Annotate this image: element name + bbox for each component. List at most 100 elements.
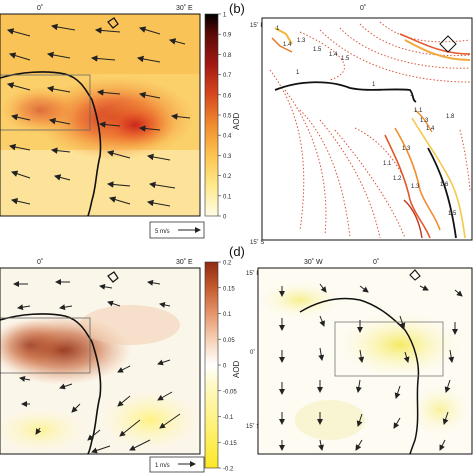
map-c — [0, 267, 201, 455]
wind-arrow — [59, 383, 73, 390]
wind-arrow — [119, 419, 141, 437]
y-tick-d-0: 15˚ N — [246, 270, 261, 277]
wind-arrow — [19, 376, 31, 382]
wind-arrow — [448, 349, 455, 363]
colorbar-c-tick-label: 0.15 — [223, 286, 235, 292]
wind-arrow — [59, 304, 73, 311]
coastline-c — [0, 313, 102, 455]
coastline-a — [0, 71, 102, 217]
reference-arrow-c: 1 m/s — [149, 456, 205, 473]
wind-arrow — [136, 55, 161, 63]
wind-arrow — [6, 82, 31, 91]
wind-arrow — [106, 181, 131, 188]
wind-arrow — [6, 28, 31, 37]
y-tick-d-2: 15˚ S — [246, 423, 260, 430]
x-tick-c-0: 0˚ — [37, 258, 43, 266]
reference-arrow-a: 5 m/s — [149, 221, 205, 239]
colorbar-c-tick-label: 0.1 — [223, 312, 232, 318]
wind-arrow — [454, 289, 463, 297]
contour-label: 1.6 — [440, 182, 449, 188]
contour-map-b: 11.41.31.51.41.51111.11.31.41.81.31.11.2… — [261, 17, 473, 241]
wind-arrow — [355, 439, 363, 451]
wind-arrow — [17, 304, 31, 311]
wind-arrow — [157, 391, 173, 401]
colorbar-a-tick-label: 0.5 — [223, 114, 232, 120]
wind-arrow — [8, 143, 31, 151]
colorbar-label-a: AOD — [232, 112, 241, 130]
wind-arrow — [359, 285, 369, 293]
coastline-d — [299, 297, 420, 455]
colorbar-a-tick-label: 0 — [223, 215, 227, 221]
wind-arrow — [355, 379, 362, 393]
wind-arrow — [108, 196, 131, 205]
wind-arrow — [129, 439, 151, 451]
contour-label: 1.5 — [313, 47, 322, 53]
wind-arrow — [99, 283, 113, 290]
wind-arrow — [442, 411, 449, 425]
wind-arrow — [107, 300, 121, 307]
colorbar-a: 1 0.9 0.8 0.7 0.6 0.5 0.4 0.3 0.2 0.1 0 AOD — [204, 13, 241, 221]
wind-arrow — [444, 379, 451, 393]
wind-arrow — [394, 385, 401, 399]
wind-arrow — [46, 51, 71, 59]
panel-label-d: (d) — [229, 244, 245, 259]
contour-label: 1.5 — [448, 211, 457, 217]
colorbar-c-tick-label: -0.2 — [223, 467, 234, 473]
colorbar-c-tick-label: -0.05 — [223, 389, 237, 395]
x-tick-d-1: 0˚ — [373, 258, 379, 266]
wind-arrow — [98, 121, 121, 128]
contour-label: 1 — [372, 82, 376, 88]
contour-label: 1.1 — [383, 161, 392, 167]
wind-arrow — [106, 150, 131, 159]
wind-arrow — [148, 181, 176, 189]
wind-arrow — [403, 351, 410, 363]
wind-arrow — [146, 199, 171, 207]
colorbar-a-tick-label: 0.8 — [223, 53, 232, 59]
wind-arrow — [53, 174, 71, 181]
wind-arrow — [319, 283, 327, 293]
wind-arrow — [10, 170, 31, 179]
panel-c: 0˚ 30˚ E 1 m/s 0.2 0.15 0.1 0.05 0 -0.05 -0.1 -… — [0, 258, 241, 473]
x-tick-b-0: 0˚ — [360, 4, 366, 12]
reference-label-c: 1 m/s — [155, 463, 170, 469]
wind-arrow — [170, 113, 191, 120]
contour-label: 1.1 — [414, 108, 423, 114]
wind-arrow — [10, 113, 31, 121]
colorbar-c-tick-label: 0 — [223, 364, 227, 370]
wind-arrow — [146, 153, 171, 161]
panel-a: 0˚ 30˚ E 5 m/s 1 0.9 0.8 0.7 0.6 0.5 0.4 0.3 0.2… — [0, 4, 241, 239]
map-a — [0, 13, 201, 217]
contour-labels-b: 11.41.31.51.41.51111.11.31.41.81.31.11.2… — [276, 26, 457, 217]
contour-label: 1 — [276, 26, 280, 32]
colorbar-a-tick-label: 0.6 — [223, 93, 232, 99]
colorbar-c-tick-label: -0.15 — [223, 441, 237, 447]
contour-label: 1 — [410, 92, 414, 98]
wind-arrow — [91, 445, 111, 454]
panel-b: (b) 0˚ 15˚ N 15˚ S — [229, 1, 473, 246]
wind-arrow — [117, 395, 131, 407]
contour-label: 1.2 — [393, 176, 402, 182]
wind-arrow — [94, 27, 121, 34]
colorbar-a-tick-label: 0.2 — [223, 174, 232, 180]
contour-label: 1.3 — [402, 146, 411, 152]
colorbar-c: 0.2 0.15 0.1 0.05 0 -0.05 -0.1 -0.15 -0.2 AOD — [204, 261, 241, 473]
wind-arrow — [138, 91, 161, 99]
colorbar-c-tick-label: 0.05 — [223, 338, 235, 344]
wind-arrow — [356, 413, 363, 427]
contour-label: 1.3 — [411, 184, 420, 190]
wind-arrow — [90, 55, 116, 62]
wind-arrow — [319, 315, 325, 327]
wind-vectors-c — [13, 279, 181, 454]
wind-vectors-a — [6, 23, 191, 207]
wind-arrow — [48, 117, 71, 125]
wind-arrow — [10, 197, 31, 205]
x-tick-a-0: 0˚ — [37, 4, 43, 12]
contour-label: 1.5 — [341, 56, 350, 62]
panel-d: (d) 30˚ W 0˚ 15˚ N 0˚ 15˚ S — [229, 244, 473, 455]
wind-arrow — [358, 349, 365, 363]
colorbar-label-c: AOD — [232, 360, 241, 378]
wind-arrow — [8, 52, 31, 61]
colorbar-a-tick-label: 0.1 — [223, 194, 232, 200]
contour-label: 1 — [296, 70, 300, 76]
map-d — [257, 267, 473, 455]
